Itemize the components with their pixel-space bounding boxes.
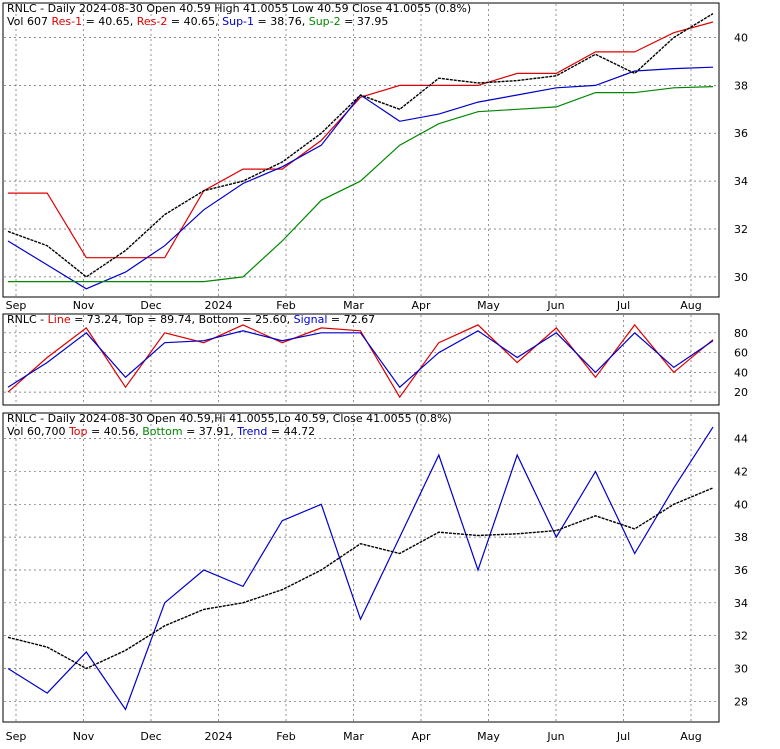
series-line-sup-2 [8, 86, 714, 283]
series-line-line [7, 323, 714, 399]
header-segment-0: RNLC - Daily 2024-08-30 Open 40.59,Hi 41… [7, 412, 452, 425]
trend-panel: 28 30 32 34 36 38 40 42 44 Sep Nov Dec 2024 Feb Mar Ap… [2, 412, 748, 743]
header-segment-1: Res-1 [51, 15, 82, 28]
header-segment-4: = 40.65, [167, 15, 222, 28]
header-segment-7: Signal [294, 313, 328, 326]
trend-panel-frame [2, 412, 720, 723]
price-panel-gridlines [4, 4, 719, 296]
oscillator-panel-series [7, 323, 714, 399]
price-panel-y-axis: 30 32 34 36 38 40 [734, 32, 748, 284]
header-segment-0: Vol 60,700 [7, 425, 69, 438]
y-tick-label: 40 [734, 366, 748, 379]
oscillator-panel: 20 40 60 80 RNLC - Line = 73.24, Top = 89.7… [2, 313, 748, 406]
header-segment-3: Top [124, 313, 144, 326]
series-line-trend [7, 426, 714, 711]
x-tick-label: Nov [73, 299, 95, 312]
y-tick-label: 60 [734, 347, 748, 360]
y-tick-label: 34 [734, 175, 748, 188]
header-segment-8: = 37.95 [341, 15, 389, 28]
y-tick-label: 80 [734, 327, 748, 340]
y-tick-label: 42 [734, 465, 748, 478]
series-line-close [7, 487, 714, 670]
trend-panel-header-line1: RNLC - Daily 2024-08-30 Open 40.59,Hi 41… [7, 412, 452, 425]
price-panel-x-axis: Sep Nov Dec 2024 Feb Mar Apr May Jun Jul Aug [6, 299, 702, 312]
header-segment-0: RNLC - [7, 313, 48, 326]
x-tick-label: Dec [140, 299, 161, 312]
x-tick-label: Sep [6, 730, 27, 743]
header-segment-1: Top [68, 425, 88, 438]
y-tick-label: 40 [734, 498, 748, 511]
oscillator-panel-frame [2, 313, 720, 406]
x-tick-label: Aug [680, 730, 701, 743]
x-tick-label: Dec [140, 730, 161, 743]
header-segment-6: = 44.72 [267, 425, 315, 438]
header-segment-4: = 37.91, [183, 425, 238, 438]
series-line-signal [7, 330, 714, 389]
price-panel: 30 32 34 36 38 40 Sep Nov Dec 2024 Feb Mar Apr May Ju… [2, 2, 748, 312]
trend-panel-y-axis: 28 30 32 34 36 38 40 42 44 [734, 433, 748, 709]
x-tick-label: Apr [411, 299, 431, 312]
header-segment-2: = 40.56, [88, 425, 143, 438]
x-tick-label: Aug [680, 299, 701, 312]
y-tick-label: 38 [734, 79, 748, 92]
header-segment-0: RNLC - Daily 2024-08-30 Open 40.59 High … [7, 2, 471, 15]
header-segment-0: Vol 607 [7, 15, 51, 28]
x-tick-label: Feb [276, 730, 295, 743]
price-panel-header-line1: RNLC - Daily 2024-08-30 Open 40.59 High … [7, 2, 471, 15]
header-segment-5: Sup-1 [222, 15, 254, 28]
oscillator-panel-header: RNLC - Line = 73.24, Top = 89.74, Bottom… [7, 313, 375, 326]
x-tick-label: 2024 [205, 730, 233, 743]
x-tick-label: Jun [546, 299, 564, 312]
price-panel-series [7, 13, 714, 290]
header-segment-3: Bottom [142, 425, 182, 438]
x-tick-label: 2024 [205, 299, 233, 312]
y-tick-label: 32 [734, 223, 748, 236]
price-panel-frame [2, 2, 720, 298]
x-tick-label: Jul [616, 299, 630, 312]
trend-panel-gridlines [4, 414, 719, 721]
header-segment-4: = 89.74, [144, 313, 199, 326]
y-tick-label: 38 [734, 531, 748, 544]
trend-panel-x-axis: Sep Nov Dec 2024 Feb Mar Apr May Jun Jul Aug [6, 730, 702, 743]
series-line-close [7, 13, 714, 278]
x-tick-label: Nov [73, 730, 95, 743]
y-tick-label: 28 [734, 695, 748, 708]
x-tick-label: Jul [616, 730, 630, 743]
trend-panel-series [7, 426, 714, 711]
x-tick-label: May [477, 730, 500, 743]
header-segment-2: = 40.65, [82, 15, 137, 28]
x-tick-label: Mar [343, 730, 364, 743]
y-tick-label: 34 [734, 597, 748, 610]
x-tick-label: May [477, 299, 500, 312]
series-line-res-1 [8, 21, 714, 259]
y-tick-label: 36 [734, 564, 748, 577]
y-tick-label: 32 [734, 630, 748, 643]
y-tick-label: 30 [734, 662, 748, 675]
y-tick-label: 30 [734, 271, 748, 284]
trend-panel-header-line2: Vol 60,700 Top = 40.56, Bottom = 37.91, … [7, 425, 315, 438]
x-tick-label: Feb [276, 299, 295, 312]
header-segment-5: Trend [236, 425, 267, 438]
price-panel-header-line2: Vol 607 Res-1 = 40.65, Res-2 = 40.65, Su… [7, 15, 388, 28]
header-segment-7: Sup-2 [309, 15, 341, 28]
x-tick-label: Sep [6, 299, 27, 312]
header-segment-1: Line [48, 313, 71, 326]
x-tick-label: Jun [546, 730, 564, 743]
header-segment-2: = 73.24, [71, 313, 126, 326]
header-segment-8: = 72.67 [327, 313, 375, 326]
header-segment-5: Bottom [199, 313, 239, 326]
y-tick-label: 40 [734, 32, 748, 45]
y-tick-label: 20 [734, 386, 748, 399]
x-tick-label: Apr [411, 730, 431, 743]
oscillator-panel-y-axis: 20 40 60 80 [734, 327, 748, 399]
y-tick-label: 44 [734, 433, 748, 446]
x-tick-label: Mar [343, 299, 364, 312]
header-segment-6: = 38.76, [254, 15, 309, 28]
header-segment-6: = 25.60, [239, 313, 294, 326]
header-segment-3: Res-2 [137, 15, 168, 28]
y-tick-label: 36 [734, 127, 748, 140]
